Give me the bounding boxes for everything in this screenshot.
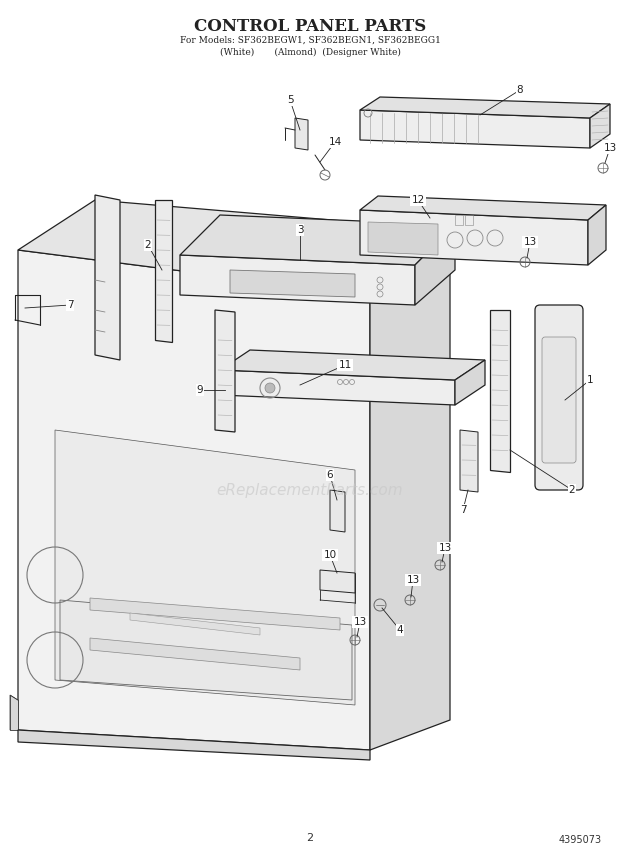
Text: 12: 12 [412, 195, 425, 205]
Text: 10: 10 [324, 550, 337, 560]
Text: 4: 4 [397, 625, 404, 635]
Polygon shape [295, 118, 308, 150]
Text: 7: 7 [459, 505, 466, 515]
Text: CONTROL PANEL PARTS: CONTROL PANEL PARTS [194, 18, 426, 35]
Polygon shape [18, 250, 370, 750]
Text: 3: 3 [297, 225, 303, 235]
Polygon shape [320, 570, 355, 593]
Text: 7: 7 [67, 300, 73, 310]
Text: 13: 13 [438, 543, 451, 553]
Text: For Models: SF362BEGW1, SF362BEGN1, SF362BEGG1: For Models: SF362BEGW1, SF362BEGN1, SF36… [180, 36, 440, 45]
Polygon shape [360, 110, 590, 148]
Polygon shape [490, 310, 510, 472]
Polygon shape [588, 205, 606, 265]
Polygon shape [18, 200, 450, 295]
Polygon shape [130, 613, 260, 635]
Polygon shape [180, 255, 415, 305]
Polygon shape [180, 215, 455, 265]
Polygon shape [60, 600, 352, 700]
Polygon shape [95, 195, 120, 360]
Circle shape [265, 383, 275, 393]
Text: 8: 8 [516, 85, 523, 95]
Polygon shape [155, 200, 172, 342]
Text: 5: 5 [286, 95, 293, 105]
Polygon shape [360, 97, 610, 118]
Polygon shape [220, 370, 455, 405]
Polygon shape [18, 730, 370, 760]
Text: 2: 2 [306, 833, 314, 843]
Polygon shape [455, 360, 485, 405]
Text: (White)       (Almond)  (Designer White): (White) (Almond) (Designer White) [219, 48, 401, 57]
FancyBboxPatch shape [535, 305, 583, 490]
Polygon shape [215, 310, 235, 432]
Text: 13: 13 [523, 237, 537, 247]
Text: 9: 9 [197, 385, 203, 395]
Text: 1: 1 [587, 375, 593, 385]
Polygon shape [370, 230, 450, 750]
Polygon shape [55, 430, 355, 705]
Polygon shape [90, 638, 300, 670]
Text: 13: 13 [603, 143, 617, 153]
Text: eReplacementParts.com: eReplacementParts.com [216, 483, 404, 497]
Text: 13: 13 [353, 617, 366, 627]
Text: 4395073: 4395073 [559, 835, 601, 845]
Polygon shape [368, 222, 438, 255]
Polygon shape [360, 210, 588, 265]
Polygon shape [230, 270, 355, 297]
Polygon shape [590, 104, 610, 148]
Polygon shape [10, 695, 18, 730]
Polygon shape [460, 430, 478, 492]
Text: 6: 6 [327, 470, 334, 480]
Polygon shape [10, 695, 18, 730]
Polygon shape [415, 225, 455, 305]
Polygon shape [330, 490, 345, 532]
FancyBboxPatch shape [542, 337, 576, 463]
Text: 14: 14 [329, 137, 342, 147]
Text: 13: 13 [406, 575, 420, 585]
Text: 11: 11 [339, 360, 352, 370]
Polygon shape [90, 598, 340, 630]
Polygon shape [220, 350, 485, 380]
Text: 2: 2 [144, 240, 151, 250]
Polygon shape [360, 196, 606, 220]
Text: 2: 2 [569, 485, 575, 495]
